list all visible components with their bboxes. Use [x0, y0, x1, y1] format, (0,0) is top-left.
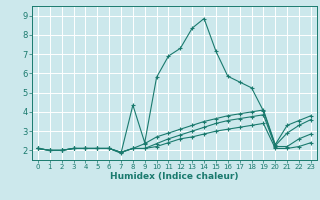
X-axis label: Humidex (Indice chaleur): Humidex (Indice chaleur): [110, 172, 239, 181]
